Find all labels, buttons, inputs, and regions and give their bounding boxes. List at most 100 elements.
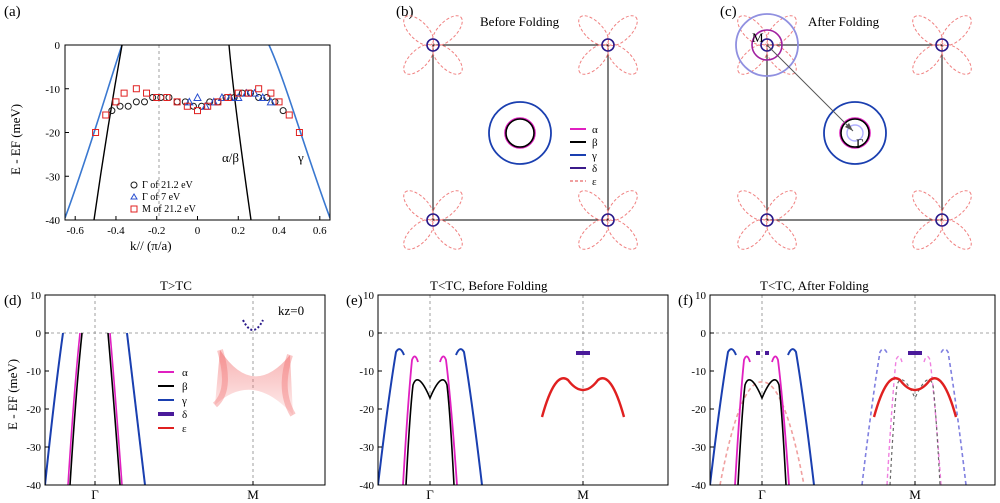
b-corner-lobes (403, 15, 638, 250)
data-point-square (153, 94, 161, 101)
beta-band-e (405, 378, 455, 485)
beta-pocket-b (505, 118, 535, 148)
legend-d-label: α (182, 367, 188, 379)
legend-square-marker (130, 205, 138, 213)
epsilon-lobe (737, 219, 768, 250)
panel-f-plot (710, 295, 995, 485)
data-point-square (194, 107, 201, 115)
epsilon-lobe (766, 15, 797, 46)
epsilon-lobe (737, 190, 768, 221)
legend-d-label: ε (182, 423, 187, 435)
epsilon-lobe (432, 219, 463, 250)
epsilon-lobe (941, 219, 972, 250)
epsilon-lobe (607, 15, 638, 46)
folded-alpha-m-left (886, 355, 903, 485)
folding-arrowhead (845, 123, 853, 131)
y-tick-label: -40 (691, 480, 706, 492)
delta-pocket (601, 213, 615, 227)
alpha-band-d-right (109, 332, 123, 485)
panel-e-frame (377, 294, 669, 486)
data-point-triangle (250, 88, 259, 97)
data-point-circle (173, 98, 181, 106)
data-point-square (112, 98, 120, 106)
data-point-square (255, 85, 263, 93)
epsilon-lobe (432, 44, 463, 75)
panel-d-ylabel: E - EF (meV) (5, 359, 20, 430)
panel-f: (f) T<TC, After Folding 1 (678, 278, 996, 502)
y-tick-label: -30 (359, 442, 374, 454)
panel-a-ab-label: α/β (222, 150, 239, 165)
data-point-square (173, 98, 181, 106)
epsilon-band-d-left (212, 349, 228, 408)
gamma-band-d-right (126, 332, 146, 485)
y-tick-label: -30 (26, 442, 41, 454)
panel-a-letter: (a) (4, 4, 21, 20)
epsilon-lobe (403, 44, 434, 75)
panel-a-markers (92, 85, 303, 136)
x-tick-label: -0.4 (107, 225, 125, 237)
data-point-square (295, 129, 303, 136)
panel-f-frame (709, 294, 996, 486)
epsilon-lobe (578, 219, 609, 250)
m-tick-label: M (909, 487, 921, 502)
epsilon-lobe (941, 190, 972, 221)
y-tick-label: -10 (359, 366, 374, 378)
data-point-square (163, 94, 171, 101)
x-tick-label: 0.2 (231, 225, 245, 237)
epsilon-lobe (766, 190, 797, 221)
delta-pocket (426, 38, 440, 52)
delta-pocket (601, 38, 615, 52)
delta-pocket (760, 38, 774, 52)
y-tick-label: -40 (26, 480, 41, 492)
bz-square-b (432, 44, 609, 221)
gamma-tick-label: Γ (758, 487, 766, 502)
data-point-triangle (266, 97, 276, 106)
y-tick-label: -20 (26, 404, 41, 416)
legend-d-label: β (182, 381, 188, 393)
data-point-circle (206, 98, 214, 106)
beta-pocket-c (840, 118, 870, 148)
gamma-band-d-left (45, 332, 64, 485)
panel-f-ticks: 10 0 -10 -20 -30 -40 Γ M (691, 290, 921, 502)
gamma-band-e-left (378, 348, 405, 485)
data-point-circle (157, 94, 165, 101)
folded-gamma-m-left (861, 348, 889, 485)
epsilon-lobe (403, 15, 434, 46)
data-point-circle (263, 94, 271, 101)
epsilon-lobe (403, 219, 434, 250)
epsilon-lobe (403, 190, 434, 221)
data-point-triangle (217, 92, 227, 101)
folded-gamma-pocket-c (735, 13, 799, 77)
data-point-triangle (258, 92, 268, 101)
epsilon-lobe (912, 190, 943, 221)
gamma-pocket-b (488, 101, 552, 165)
legend-a-3: M of 21.2 eV (142, 204, 197, 215)
y-tick-label: 0 (36, 328, 42, 340)
data-point-circle (165, 94, 173, 101)
folded-epsilon-gamma-f (719, 381, 805, 485)
gamma-band-left (65, 45, 123, 219)
y-tick-label: -40 (359, 480, 374, 492)
y-tick-label: -10 (691, 366, 706, 378)
alpha-band-e-right (439, 355, 458, 485)
data-point-square (275, 98, 283, 106)
panel-e-letter: (e) (346, 293, 363, 309)
panel-c-M-label: M (752, 30, 764, 45)
gamma-band-f-right (787, 348, 815, 485)
epsilon-lobe (578, 15, 609, 46)
folded-alpha-pocket-c (751, 29, 783, 61)
beta-band-d-right (107, 332, 121, 485)
beta-band-f (737, 378, 787, 485)
y-tick-label: -10 (26, 366, 41, 378)
panel-c-G-label: Γ (856, 136, 864, 151)
panel-e: (e) T<TC, Before Folding 10 0 -10 -20 -30 -40… (346, 278, 669, 502)
beta-band-d-left (69, 332, 83, 485)
y-tick-label: -20 (691, 404, 706, 416)
bz-square-c (766, 44, 943, 221)
y-tick-label: 10 (363, 290, 375, 302)
panel-a-xlabel: k// (π/a) (130, 238, 172, 253)
epsilon-lobe (766, 219, 797, 250)
data-point-circle (124, 102, 132, 110)
